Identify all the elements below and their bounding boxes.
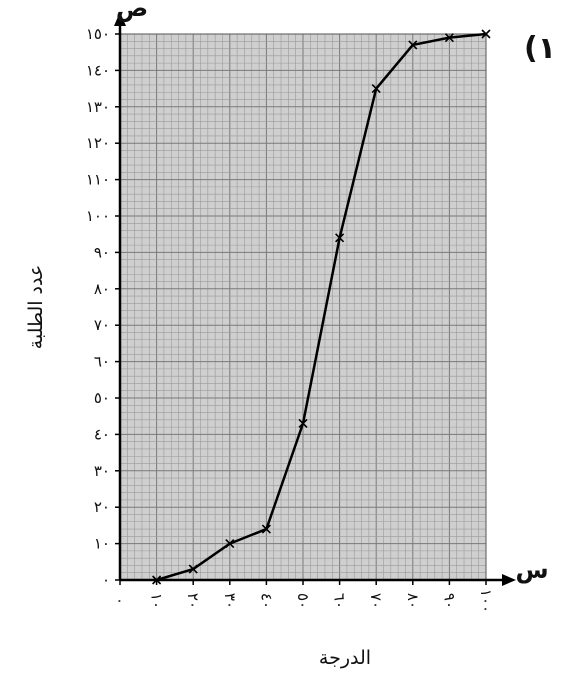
x-tick-label: ٥٠ <box>294 593 312 609</box>
x-axis-letter: س <box>515 556 548 584</box>
series-line <box>156 32 487 582</box>
x-tick-label: ١٠ <box>148 593 166 609</box>
y-tick-label: ٠ <box>102 571 110 589</box>
y-tick-label: ٣٠ <box>94 462 110 480</box>
y-tick-label: ٦٠ <box>94 353 110 371</box>
x-tick-label: ٤٠ <box>257 593 275 609</box>
y-tick-label: ١٠ <box>94 535 110 553</box>
y-tick-label: ١٥٠ <box>86 25 110 43</box>
data-point <box>225 539 235 549</box>
x-tick-label: ١٠٠ <box>477 589 495 613</box>
y-tick-label: ٩٠ <box>94 243 110 261</box>
y-tick-label: ٨٠ <box>94 280 110 298</box>
y-axis-arrow <box>114 12 126 26</box>
x-tick-label: ٢٠ <box>184 593 202 609</box>
data-point <box>188 564 198 574</box>
data-point <box>371 84 381 94</box>
x-axis-title: الدرجة <box>319 647 371 669</box>
data-point <box>152 575 162 585</box>
y-tick-label: ١٤٠ <box>86 61 110 79</box>
grid <box>119 33 487 581</box>
data-point <box>298 418 308 429</box>
y-tick-label: ١١٠ <box>86 171 110 189</box>
tick-labels: ٠ ١٠ ٢٠ ٣٠ ٤٠ ٥٠ ٦٠ ٧٠ ٨٠ ٩٠ ١٠٠ ١١٠ ١٢٠ ١٣٠ ١٤٠ ١٥٠ ٠ ١٠… <box>86 25 495 613</box>
data-point <box>261 524 271 534</box>
data-point <box>481 29 491 39</box>
y-tick-label: ٧٠ <box>94 316 110 334</box>
x-tick-label: ٦٠ <box>331 593 349 609</box>
y-tick-label: ٥٠ <box>94 389 110 407</box>
y-axis-title: عدد الطلبة <box>25 265 47 350</box>
x-tick-label: ٧٠ <box>367 593 385 609</box>
axes <box>114 12 516 586</box>
x-tick-label: ٩٠ <box>440 593 458 609</box>
panel-label: (١ <box>524 31 556 66</box>
y-tick-label: ١٠٠ <box>86 207 110 225</box>
y-axis-letter: ص <box>116 0 148 22</box>
x-tick-label: ٠ <box>111 597 129 605</box>
x-tick-label: ٨٠ <box>404 593 422 609</box>
series <box>152 29 491 585</box>
data-point <box>444 33 454 43</box>
x-axis-arrow <box>502 574 516 586</box>
y-tick-label: ١٢٠ <box>86 134 110 152</box>
data-point <box>408 40 418 50</box>
x-tick-label: ٣٠ <box>221 593 239 609</box>
y-tick-label: ٤٠ <box>94 425 110 443</box>
y-tick-label: ٢٠ <box>94 498 110 516</box>
y-tick-label: ١٣٠ <box>86 98 110 116</box>
data-point <box>335 233 345 243</box>
